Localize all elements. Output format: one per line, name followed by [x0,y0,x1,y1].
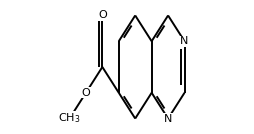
Text: N: N [180,36,189,46]
Text: N: N [164,113,172,124]
Text: CH$_3$: CH$_3$ [58,112,81,125]
Text: O: O [82,88,90,98]
Text: O: O [98,10,107,21]
